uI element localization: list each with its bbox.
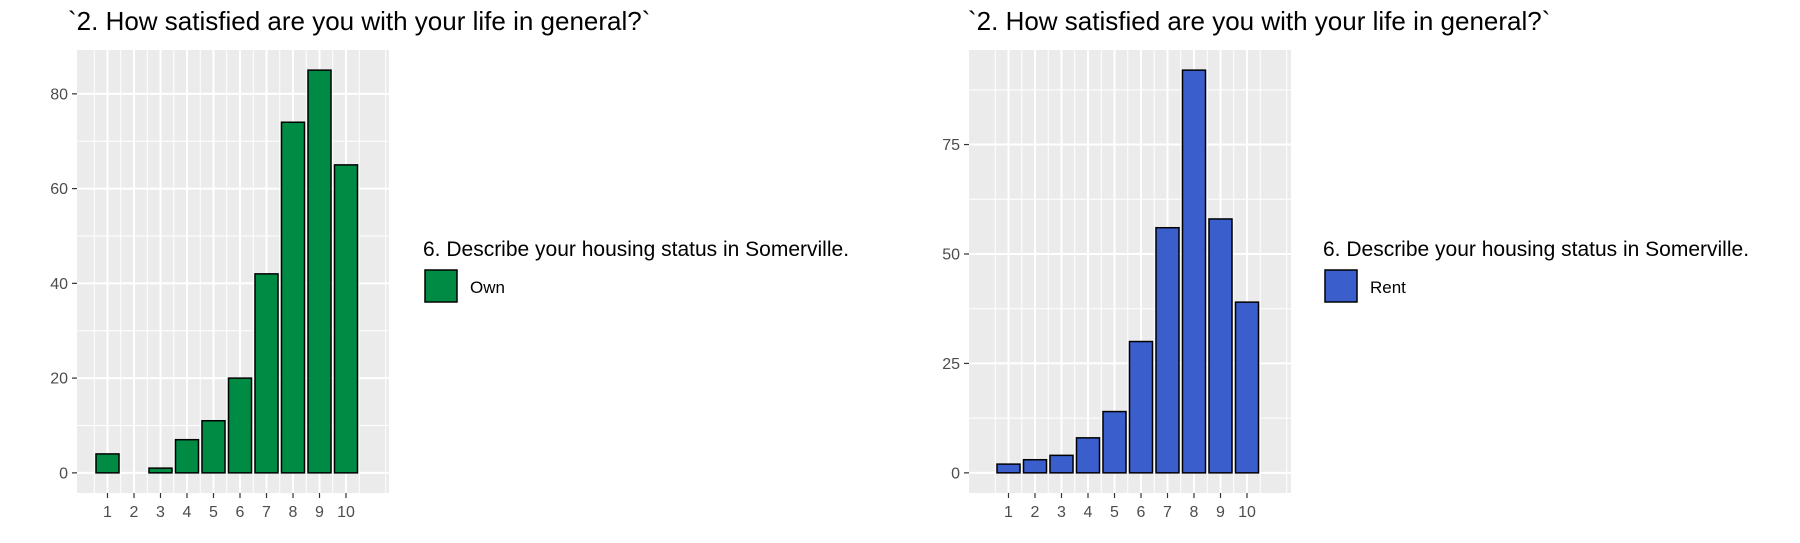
bars xyxy=(95,69,359,474)
x-tick-label: 10 xyxy=(337,504,355,521)
legend: 6. Describe your housing status in Somer… xyxy=(423,238,849,303)
x-tick-label: 8 xyxy=(289,504,298,521)
bar-9 xyxy=(1208,218,1233,474)
bar-5 xyxy=(201,419,226,474)
x-tick-label: 1 xyxy=(103,504,112,521)
legend-label-own: Own xyxy=(470,278,505,297)
x-tick-label: 2 xyxy=(1031,504,1040,521)
bars xyxy=(996,69,1260,474)
bar-5 xyxy=(1102,410,1127,474)
y-tick-label: 75 xyxy=(942,137,960,154)
bar-3 xyxy=(1049,454,1074,474)
bar-10 xyxy=(333,164,359,474)
bar-1 xyxy=(996,463,1021,474)
legend: 6. Describe your housing status in Somer… xyxy=(1323,238,1749,303)
chart-title: `2. How satisfied are you with your life… xyxy=(68,6,650,36)
x-tick-label: 10 xyxy=(1238,504,1256,521)
x-tick-label: 4 xyxy=(183,504,192,521)
y-tick-label: 40 xyxy=(50,276,68,293)
bar-9 xyxy=(307,69,332,474)
legend-key-own xyxy=(424,269,458,303)
bar-4 xyxy=(174,438,200,474)
y-tick-label: 0 xyxy=(951,465,960,482)
chart-own: `2. How satisfied are you with your life… xyxy=(50,6,849,521)
y-tick-label: 25 xyxy=(942,356,960,373)
x-tick-label: 7 xyxy=(1163,504,1172,521)
x-tick-label: 2 xyxy=(130,504,139,521)
x-tick-label: 9 xyxy=(315,504,324,521)
bar-10 xyxy=(1234,301,1260,474)
x-tick-label: 6 xyxy=(236,504,245,521)
y-axis: 0 20 40 60 80 xyxy=(50,86,77,482)
x-tick-label: 9 xyxy=(1216,504,1225,521)
y-tick-label: 80 xyxy=(50,86,68,103)
y-tick-label: 60 xyxy=(50,181,68,198)
x-tick-label: 5 xyxy=(209,504,218,521)
x-tick-label: 5 xyxy=(1110,504,1119,521)
bar-8 xyxy=(280,121,306,474)
y-axis: 0 25 50 75 xyxy=(942,137,969,482)
x-tick-label: 6 xyxy=(1137,504,1146,521)
x-tick-label: 1 xyxy=(1004,504,1013,521)
x-tick-label: 8 xyxy=(1190,504,1199,521)
x-axis: 1 2 3 4 5 6 7 8 9 10 xyxy=(1004,493,1256,521)
x-axis: 1 2 3 4 5 6 7 8 9 10 xyxy=(103,493,355,521)
bar-3 xyxy=(148,467,173,474)
legend-label-rent: Rent xyxy=(1370,278,1406,297)
y-tick-label: 0 xyxy=(59,465,68,482)
chart-title: `2. How satisfied are you with your life… xyxy=(968,6,1550,36)
legend-title: 6. Describe your housing status in Somer… xyxy=(423,238,849,261)
bar-1 xyxy=(95,453,120,474)
bar-8 xyxy=(1181,69,1207,474)
x-tick-label: 7 xyxy=(262,504,271,521)
bar-4 xyxy=(1075,437,1101,474)
chart-rent: `2. How satisfied are you with your life… xyxy=(942,6,1749,521)
x-tick-label: 4 xyxy=(1084,504,1093,521)
legend-key-rent xyxy=(1324,269,1358,303)
y-tick-label: 50 xyxy=(942,246,960,263)
bar-7 xyxy=(254,273,279,474)
x-tick-label: 3 xyxy=(156,504,165,521)
bar-7 xyxy=(1155,226,1180,474)
x-tick-label: 3 xyxy=(1057,504,1066,521)
bar-2 xyxy=(1022,458,1048,474)
legend-title: 6. Describe your housing status in Somer… xyxy=(1323,238,1749,261)
y-tick-label: 20 xyxy=(50,371,68,388)
bar-6 xyxy=(227,377,253,474)
grid xyxy=(77,50,389,493)
bar-6 xyxy=(1128,340,1154,474)
